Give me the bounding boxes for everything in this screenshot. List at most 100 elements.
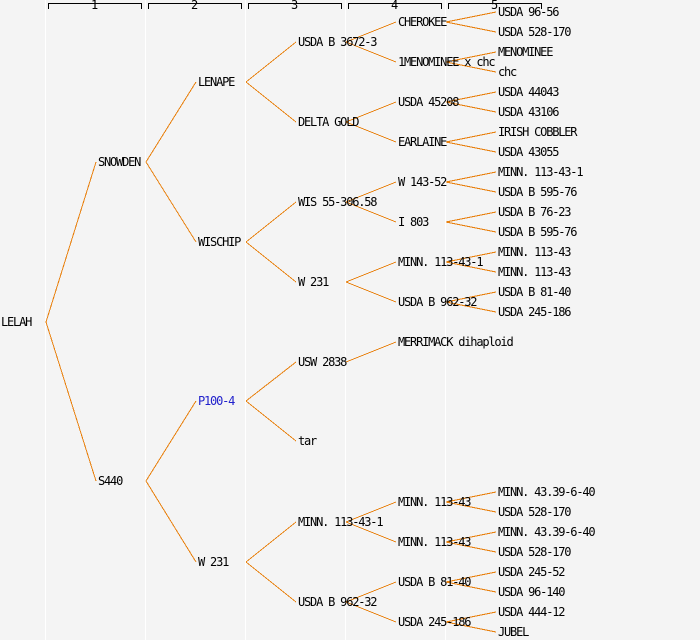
- tree-node-label[interactable]: W 231: [298, 275, 329, 289]
- pedigree-edge: [345, 201, 397, 223]
- tree-node-label[interactable]: W 143-52: [398, 175, 447, 189]
- pedigree-edge: [145, 400, 197, 482]
- column-divider: [345, 0, 346, 640]
- generation-number: 3: [291, 0, 298, 12]
- tree-node-label[interactable]: USDA 245-186: [398, 615, 472, 629]
- pedigree-edge: [145, 161, 197, 243]
- pedigree-edge: [245, 521, 297, 563]
- pedigree-edge: [345, 101, 397, 123]
- pedigree-edge: [245, 561, 297, 603]
- pedigree-edge: [445, 21, 497, 33]
- tree-node-label[interactable]: MINN. 113-43-1: [498, 165, 584, 179]
- pedigree-edge: [245, 81, 297, 123]
- pedigree-edge: [245, 361, 297, 402]
- tree-node-label[interactable]: MINN. 113-43: [398, 495, 472, 509]
- pedigree-edge: [145, 81, 197, 163]
- tree-node-label[interactable]: MINN. 43.39-6-40: [498, 485, 596, 499]
- tree-node-label[interactable]: CHEROKEE: [398, 15, 447, 29]
- tree-node-label[interactable]: MENOMINEE: [498, 45, 553, 59]
- pedigree-edge: [445, 61, 497, 73]
- pedigree-edge: [445, 581, 497, 593]
- pedigree-edge: [445, 131, 497, 143]
- pedigree-edge: [345, 501, 397, 523]
- tree-node-label[interactable]: WISCHIP: [198, 235, 241, 249]
- tree-node-label[interactable]: MINN. 113-43-1: [298, 515, 384, 529]
- generation-number: 2: [191, 0, 198, 12]
- tree-node-label[interactable]: EARLAINE: [398, 135, 447, 149]
- tree-node-label[interactable]: USDA 528-170: [498, 505, 572, 519]
- tree-node-label[interactable]: MERRIMACK dihaploid: [398, 335, 514, 349]
- pedigree-edge: [445, 501, 497, 513]
- pedigree-edge: [445, 141, 497, 153]
- generation-number: 4: [391, 0, 398, 12]
- tree-node-label[interactable]: W 231: [198, 555, 229, 569]
- pedigree-edge: [445, 491, 497, 503]
- tree-node-label[interactable]: MINN. 113-43: [498, 265, 572, 279]
- tree-node-label[interactable]: USDA 444-12: [498, 605, 565, 619]
- tree-node-label[interactable]: WIS 55-306.58: [298, 195, 378, 209]
- tree-node-label[interactable]: USDA 44043: [498, 85, 559, 99]
- pedigree-edge: [345, 281, 397, 303]
- tree-node-label[interactable]: DELTA GOLD: [298, 115, 359, 129]
- tree-node-label[interactable]: USDA B 76-23: [498, 205, 572, 219]
- generation-ruler-bracket: [48, 3, 142, 9]
- tree-node-label[interactable]: USDA 45208: [398, 95, 459, 109]
- tree-node-label[interactable]: P100-4: [198, 394, 235, 408]
- column-divider: [145, 0, 146, 640]
- generation-ruler-bracket: [248, 3, 342, 9]
- tree-node-label[interactable]: SNOWDEN: [98, 155, 141, 169]
- tree-node-label[interactable]: USDA 528-170: [498, 25, 572, 39]
- pedigree-edge: [445, 261, 497, 273]
- pedigree-edge: [445, 611, 497, 623]
- tree-node-label[interactable]: MINN. 113-43: [398, 535, 472, 549]
- pedigree-edge: [445, 531, 497, 543]
- tree-node-label[interactable]: JUBEL: [498, 625, 529, 639]
- pedigree-edge: [245, 400, 297, 442]
- tree-node-label[interactable]: LENAPE: [198, 75, 235, 89]
- tree-node-label[interactable]: S440: [98, 474, 123, 488]
- tree-node-label[interactable]: chc: [498, 65, 517, 79]
- tree-node-label[interactable]: MINN. 113-43-1: [398, 255, 484, 269]
- pedigree-edge: [345, 261, 397, 283]
- tree-node-label[interactable]: USDA B 81-40: [498, 285, 572, 299]
- pedigree-edge: [445, 291, 497, 303]
- tree-node-label[interactable]: 1MENOMINEE x chc: [398, 55, 496, 69]
- tree-node-label[interactable]: I 803: [398, 215, 429, 229]
- column-divider: [45, 0, 46, 640]
- tree-node-label[interactable]: MINN. 113-43: [498, 245, 572, 259]
- tree-node-label[interactable]: USDA B 962-32: [298, 595, 378, 609]
- pedigree-edge: [345, 581, 397, 603]
- tree-node-label[interactable]: USDA 96-140: [498, 585, 565, 599]
- pedigree-edge: [445, 301, 497, 313]
- pedigree-edge: [445, 211, 497, 223]
- tree-node-label[interactable]: USDA 96-56: [498, 5, 559, 19]
- generation-ruler-bracket: [348, 3, 442, 9]
- tree-node-label[interactable]: USDA 43055: [498, 145, 559, 159]
- tree-node-label[interactable]: USDA 245-52: [498, 565, 565, 579]
- pedigree-edge: [445, 181, 497, 193]
- tree-node-label[interactable]: USDA B 595-76: [498, 225, 578, 239]
- tree-node-label[interactable]: MINN. 43.39-6-40: [498, 525, 596, 539]
- tree-node-label[interactable]: USDA 528-170: [498, 545, 572, 559]
- tree-node-label[interactable]: USDA B 3672-3: [298, 35, 378, 49]
- tree-node-label[interactable]: USDA B 962-32: [398, 295, 478, 309]
- pedigree-edge: [45, 161, 97, 323]
- tree-node-label[interactable]: tar: [298, 434, 317, 448]
- pedigree-edge: [445, 171, 497, 183]
- tree-node-label[interactable]: USDA 43106: [498, 105, 559, 119]
- tree-node-label[interactable]: LELAH: [1, 315, 32, 329]
- pedigree-edge: [345, 121, 397, 143]
- pedigree-edge: [45, 321, 97, 482]
- generation-ruler-bracket: [148, 3, 242, 9]
- tree-node-label[interactable]: USDA 245-186: [498, 305, 572, 319]
- pedigree-edge: [445, 251, 497, 263]
- column-divider: [245, 0, 246, 640]
- tree-node-label[interactable]: USDA B 595-76: [498, 185, 578, 199]
- pedigree-edge: [445, 221, 497, 233]
- pedigree-edge: [245, 201, 297, 243]
- tree-node-label[interactable]: IRISH COBBLER: [498, 125, 578, 139]
- pedigree-edge: [445, 541, 497, 553]
- tree-node-label[interactable]: USDA B 81-40: [398, 575, 472, 589]
- tree-node-label[interactable]: USW 2838: [298, 355, 347, 369]
